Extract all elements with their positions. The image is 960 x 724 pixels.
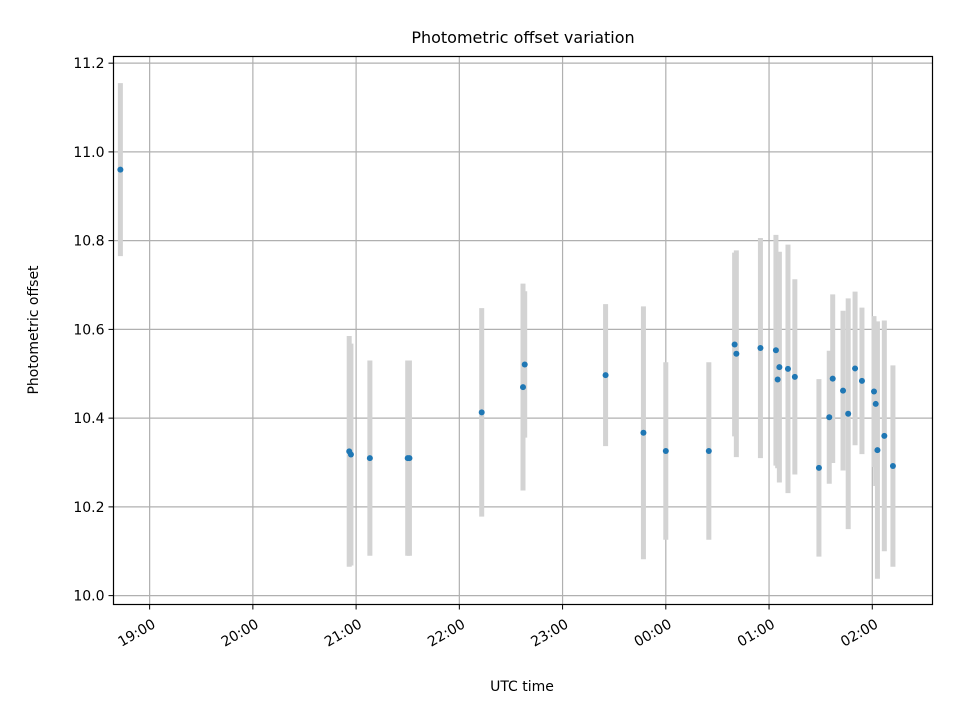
data-point [772, 347, 779, 354]
data-point [872, 400, 879, 407]
data-point [826, 414, 833, 421]
data-point [776, 364, 783, 371]
data-point [347, 451, 354, 458]
y-tick-label: 10.4 [73, 411, 104, 427]
data-point [117, 166, 124, 173]
chart-title: Photometric offset variation [411, 28, 634, 47]
data-point [602, 372, 609, 379]
data-point [784, 365, 791, 372]
x-axis-label: UTC time [490, 679, 554, 695]
data-point [874, 447, 881, 454]
data-point [881, 432, 888, 439]
y-tick-label: 10.8 [73, 234, 104, 250]
data-point [757, 345, 764, 352]
y-axis-ticks: 10.0 10.2 10.4 10.6 10.8 11.0 11.2 [73, 56, 114, 605]
data-point [705, 447, 712, 454]
y-tick-label: 10.2 [73, 500, 104, 516]
plot-frame [112, 55, 934, 606]
y-tick-label: 10.6 [73, 322, 104, 338]
data-point [858, 377, 865, 384]
y-axis-label: Photometric offset [26, 265, 42, 395]
data-point [774, 376, 781, 383]
data-point [845, 410, 852, 417]
data-point [815, 464, 822, 471]
data-point [520, 384, 526, 391]
data-point [791, 373, 798, 380]
y-tick-label: 11.0 [73, 145, 104, 161]
data-point [731, 341, 738, 348]
data-point [733, 350, 740, 357]
data-point [366, 455, 373, 462]
data-point [478, 409, 485, 416]
data-point [662, 447, 669, 454]
data-point [406, 455, 413, 462]
data-point [521, 361, 528, 368]
data-point [889, 463, 896, 470]
data-points [117, 166, 896, 471]
y-tick-label: 10.0 [73, 589, 104, 605]
data-point [871, 388, 877, 395]
data-point [840, 387, 847, 394]
data-point [852, 365, 859, 372]
data-point [829, 375, 836, 382]
data-point [640, 429, 647, 436]
y-tick-label: 11.2 [73, 56, 104, 72]
